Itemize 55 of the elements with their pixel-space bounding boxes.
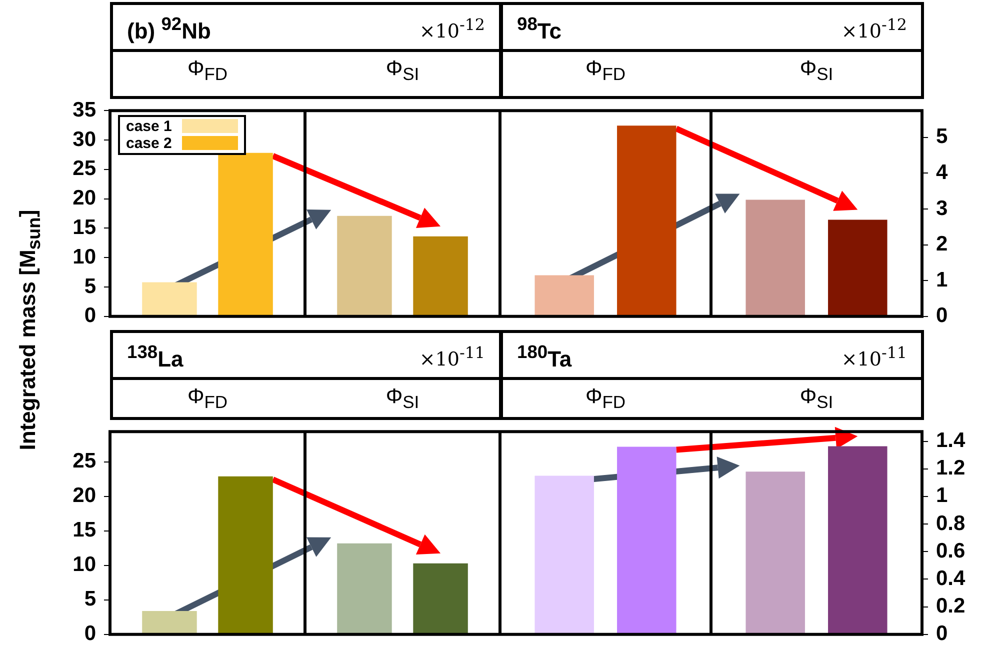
- y-tick-label: 1: [936, 484, 948, 508]
- chart-subtitle: ×10$^{-11}$: [419, 343, 485, 370]
- bar: [828, 220, 888, 316]
- legend-label: case 1: [126, 118, 172, 135]
- bar: [828, 446, 888, 634]
- x-tick-label: Φ$_{FD}$: [585, 57, 626, 86]
- chart-subtitle: ×10$^{-12}$: [419, 15, 485, 42]
- y-tick-label: 25: [72, 157, 96, 180]
- y-tick-label: 15: [72, 216, 96, 239]
- bar: [142, 282, 197, 316]
- y-tick-label: 1: [936, 268, 948, 292]
- y-tick-label: 5: [84, 274, 96, 298]
- x-tick-label: Φ$_{FD}$: [585, 385, 626, 414]
- bar: [413, 236, 468, 316]
- y-tick-label: 20: [72, 186, 96, 210]
- y-tick-label: 0: [936, 304, 948, 328]
- y-tick-label: 0.4: [936, 567, 966, 590]
- y-tick-label: 5: [84, 588, 96, 611]
- y-tick-label: 0: [84, 622, 96, 646]
- bar: [142, 610, 197, 634]
- x-tick-label: Φ$_{FD}$: [187, 57, 228, 86]
- chart-title: (b) $^{92}$Nb: [127, 13, 211, 44]
- chart-title: $^{180}$Ta: [517, 341, 572, 372]
- y-tick-label: 1.4: [936, 429, 966, 452]
- y-tick-label: 35: [72, 98, 96, 122]
- y-tick-label: 3: [936, 196, 948, 220]
- y-tick-label: 10: [72, 553, 96, 576]
- chart-title: $^{138}$La: [127, 341, 184, 372]
- y-tick-label: 0.8: [936, 512, 966, 535]
- bar: [746, 472, 805, 634]
- y-tick-label: 5: [936, 125, 948, 148]
- bar: [534, 275, 594, 316]
- chart-title: $^{98}$Tc: [517, 13, 562, 44]
- y-tick-label: 0: [84, 304, 96, 328]
- legend-label: case 2: [126, 134, 172, 152]
- y-tick-label: 4: [936, 161, 948, 184]
- y-tick-label: 15: [72, 518, 96, 542]
- bar: [413, 563, 468, 634]
- y-tick-label: 0: [936, 622, 948, 646]
- chart-subtitle: ×10$^{-12}$: [841, 15, 907, 42]
- y-tick-label: 10: [72, 245, 96, 268]
- y-tick-label: 30: [72, 128, 96, 151]
- y-tick-label: 1.2: [936, 456, 966, 480]
- x-tick-label: Φ$_{SI}$: [386, 57, 420, 86]
- bar: [534, 476, 594, 634]
- x-tick-label: Φ$_{SI}$: [800, 57, 834, 86]
- y-tick-label: 0.6: [936, 539, 966, 562]
- x-tick-label: Φ$_{SI}$: [386, 385, 420, 414]
- y-tick-label: 2: [936, 232, 948, 256]
- x-tick-label: Φ$_{FD}$: [187, 385, 228, 414]
- y-tick-label: 20: [72, 484, 96, 508]
- y-tick-label: 25: [72, 450, 96, 473]
- chart-subtitle: ×10$^{-11}$: [841, 343, 907, 370]
- x-tick-label: Φ$_{SI}$: [800, 385, 834, 414]
- y-tick-label: 0.2: [936, 594, 966, 618]
